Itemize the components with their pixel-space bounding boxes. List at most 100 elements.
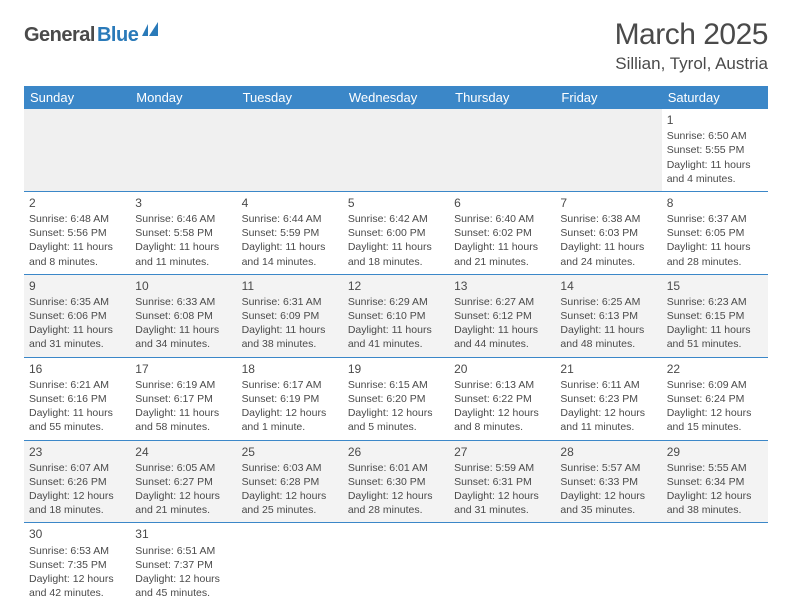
cell-text: and 5 minutes. (348, 420, 444, 434)
calendar-cell: 8Sunrise: 6:37 AMSunset: 6:05 PMDaylight… (662, 191, 768, 274)
cell-text: Sunset: 6:16 PM (29, 392, 125, 406)
calendar-cell (555, 523, 661, 605)
day-number: 5 (348, 195, 444, 211)
calendar-cell: 12Sunrise: 6:29 AMSunset: 6:10 PMDayligh… (343, 274, 449, 357)
calendar-cell (662, 523, 768, 605)
cell-text: Sunset: 6:34 PM (667, 475, 763, 489)
calendar-cell: 23Sunrise: 6:07 AMSunset: 6:26 PMDayligh… (24, 440, 130, 523)
cell-text: Sunrise: 6:11 AM (560, 378, 656, 392)
cell-text: Daylight: 12 hours (29, 489, 125, 503)
cell-text: Sunrise: 6:21 AM (29, 378, 125, 392)
cell-text: Daylight: 12 hours (29, 572, 125, 586)
day-number: 23 (29, 444, 125, 460)
logo-text-blue: Blue (97, 24, 138, 47)
cell-text: Daylight: 11 hours (29, 323, 125, 337)
header: General Blue March 2025 Sillian, Tyrol, … (24, 18, 768, 74)
weekday-header: Tuesday (237, 86, 343, 109)
cell-text: Sunset: 6:19 PM (242, 392, 338, 406)
day-number: 4 (242, 195, 338, 211)
weekday-header: Monday (130, 86, 236, 109)
calendar-cell: 28Sunrise: 5:57 AMSunset: 6:33 PMDayligh… (555, 440, 661, 523)
calendar-cell: 5Sunrise: 6:42 AMSunset: 6:00 PMDaylight… (343, 191, 449, 274)
calendar-cell (555, 109, 661, 191)
cell-text: Sunrise: 6:09 AM (667, 378, 763, 392)
day-number: 2 (29, 195, 125, 211)
calendar-cell: 6Sunrise: 6:40 AMSunset: 6:02 PMDaylight… (449, 191, 555, 274)
calendar-row: 1Sunrise: 6:50 AMSunset: 5:55 PMDaylight… (24, 109, 768, 191)
cell-text: Daylight: 12 hours (560, 489, 656, 503)
cell-text: and 42 minutes. (29, 586, 125, 600)
logo: General Blue (24, 24, 164, 47)
cell-text: Sunrise: 6:44 AM (242, 212, 338, 226)
cell-text: Daylight: 12 hours (560, 406, 656, 420)
calendar-cell: 20Sunrise: 6:13 AMSunset: 6:22 PMDayligh… (449, 357, 555, 440)
cell-text: Sunset: 6:09 PM (242, 309, 338, 323)
calendar-cell (343, 523, 449, 605)
day-number: 20 (454, 361, 550, 377)
day-number: 10 (135, 278, 231, 294)
cell-text: Sunrise: 6:23 AM (667, 295, 763, 309)
day-number: 16 (29, 361, 125, 377)
calendar-cell: 26Sunrise: 6:01 AMSunset: 6:30 PMDayligh… (343, 440, 449, 523)
cell-text: Daylight: 11 hours (135, 323, 231, 337)
day-number: 12 (348, 278, 444, 294)
day-number: 13 (454, 278, 550, 294)
month-title: March 2025 (615, 18, 768, 52)
weekday-header: Thursday (449, 86, 555, 109)
cell-text: Sunrise: 6:53 AM (29, 544, 125, 558)
cell-text: Sunset: 5:58 PM (135, 226, 231, 240)
calendar-cell: 9Sunrise: 6:35 AMSunset: 6:06 PMDaylight… (24, 274, 130, 357)
cell-text: Sunrise: 6:19 AM (135, 378, 231, 392)
calendar-cell: 2Sunrise: 6:48 AMSunset: 5:56 PMDaylight… (24, 191, 130, 274)
cell-text: Daylight: 12 hours (348, 406, 444, 420)
cell-text: Sunset: 6:20 PM (348, 392, 444, 406)
cell-text: and 8 minutes. (29, 255, 125, 269)
cell-text: and 14 minutes. (242, 255, 338, 269)
cell-text: and 8 minutes. (454, 420, 550, 434)
cell-text: Daylight: 11 hours (667, 240, 763, 254)
cell-text: Sunset: 6:05 PM (667, 226, 763, 240)
logo-text-dark: General (24, 24, 95, 47)
cell-text: Daylight: 11 hours (242, 240, 338, 254)
cell-text: Sunrise: 6:50 AM (667, 129, 763, 143)
day-number: 30 (29, 526, 125, 542)
cell-text: Sunset: 6:10 PM (348, 309, 444, 323)
calendar-cell (237, 109, 343, 191)
cell-text: Daylight: 11 hours (29, 406, 125, 420)
cell-text: Daylight: 12 hours (454, 406, 550, 420)
cell-text: Daylight: 12 hours (135, 572, 231, 586)
calendar-cell: 16Sunrise: 6:21 AMSunset: 6:16 PMDayligh… (24, 357, 130, 440)
calendar-cell: 18Sunrise: 6:17 AMSunset: 6:19 PMDayligh… (237, 357, 343, 440)
day-number: 8 (667, 195, 763, 211)
cell-text: Sunrise: 6:17 AM (242, 378, 338, 392)
calendar-cell (24, 109, 130, 191)
weekday-header: Saturday (662, 86, 768, 109)
cell-text: Daylight: 12 hours (242, 489, 338, 503)
cell-text: Sunrise: 6:05 AM (135, 461, 231, 475)
cell-text: and 11 minutes. (135, 255, 231, 269)
day-number: 25 (242, 444, 338, 460)
cell-text: and 25 minutes. (242, 503, 338, 517)
cell-text: Sunrise: 6:37 AM (667, 212, 763, 226)
cell-text: and 1 minute. (242, 420, 338, 434)
weekday-header-row: Sunday Monday Tuesday Wednesday Thursday… (24, 86, 768, 109)
calendar-cell: 31Sunrise: 6:51 AMSunset: 7:37 PMDayligh… (130, 523, 236, 605)
calendar-cell (237, 523, 343, 605)
calendar-cell: 4Sunrise: 6:44 AMSunset: 5:59 PMDaylight… (237, 191, 343, 274)
cell-text: Sunset: 6:30 PM (348, 475, 444, 489)
calendar-cell: 1Sunrise: 6:50 AMSunset: 5:55 PMDaylight… (662, 109, 768, 191)
cell-text: Sunrise: 6:15 AM (348, 378, 444, 392)
cell-text: Sunrise: 6:42 AM (348, 212, 444, 226)
cell-text: and 11 minutes. (560, 420, 656, 434)
calendar-cell (449, 109, 555, 191)
cell-text: Sunrise: 6:35 AM (29, 295, 125, 309)
cell-text: Daylight: 11 hours (560, 323, 656, 337)
cell-text: Sunrise: 6:03 AM (242, 461, 338, 475)
cell-text: Sunset: 6:12 PM (454, 309, 550, 323)
cell-text: Sunrise: 6:33 AM (135, 295, 231, 309)
calendar-cell: 17Sunrise: 6:19 AMSunset: 6:17 PMDayligh… (130, 357, 236, 440)
calendar-cell (449, 523, 555, 605)
calendar-cell (130, 109, 236, 191)
cell-text: Sunset: 6:26 PM (29, 475, 125, 489)
cell-text: Sunrise: 6:48 AM (29, 212, 125, 226)
